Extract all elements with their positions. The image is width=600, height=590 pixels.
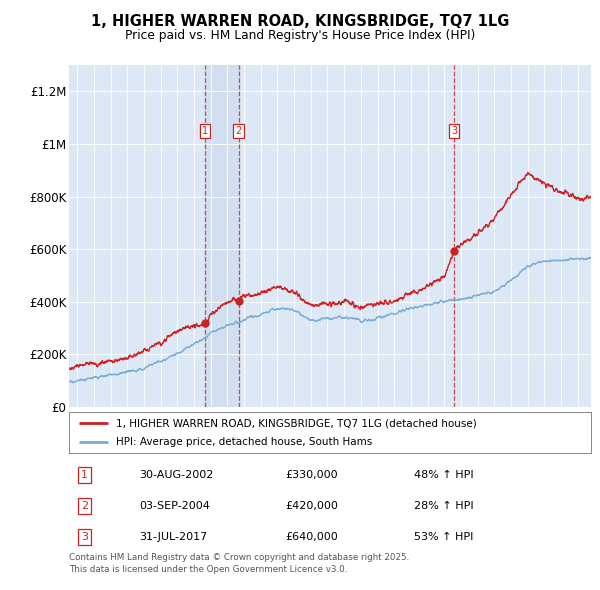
Text: 53% ↑ HPI: 53% ↑ HPI [413, 532, 473, 542]
Text: Price paid vs. HM Land Registry's House Price Index (HPI): Price paid vs. HM Land Registry's House … [125, 29, 475, 42]
Bar [205, 65, 239, 407]
Text: 28% ↑ HPI: 28% ↑ HPI [413, 501, 473, 511]
Text: 2: 2 [81, 501, 88, 511]
Text: £330,000: £330,000 [286, 470, 338, 480]
Text: 30-AUG-2002: 30-AUG-2002 [139, 470, 214, 480]
Text: 3: 3 [81, 532, 88, 542]
Text: 2: 2 [236, 126, 242, 136]
Text: 3: 3 [451, 126, 457, 136]
Text: HPI: Average price, detached house, South Hams: HPI: Average price, detached house, Sout… [116, 437, 372, 447]
Text: 1, HIGHER WARREN ROAD, KINGSBRIDGE, TQ7 1LG: 1, HIGHER WARREN ROAD, KINGSBRIDGE, TQ7 … [91, 14, 509, 30]
Text: 03-SEP-2004: 03-SEP-2004 [139, 501, 211, 511]
Text: 48% ↑ HPI: 48% ↑ HPI [413, 470, 473, 480]
Text: £640,000: £640,000 [286, 532, 338, 542]
Text: Contains HM Land Registry data © Crown copyright and database right 2025.: Contains HM Land Registry data © Crown c… [69, 553, 409, 562]
Text: 1: 1 [202, 126, 208, 136]
Text: 1, HIGHER WARREN ROAD, KINGSBRIDGE, TQ7 1LG (detached house): 1, HIGHER WARREN ROAD, KINGSBRIDGE, TQ7 … [116, 418, 477, 428]
Text: 1: 1 [81, 470, 88, 480]
Text: £420,000: £420,000 [286, 501, 338, 511]
Text: 31-JUL-2017: 31-JUL-2017 [139, 532, 208, 542]
Text: This data is licensed under the Open Government Licence v3.0.: This data is licensed under the Open Gov… [69, 565, 347, 574]
